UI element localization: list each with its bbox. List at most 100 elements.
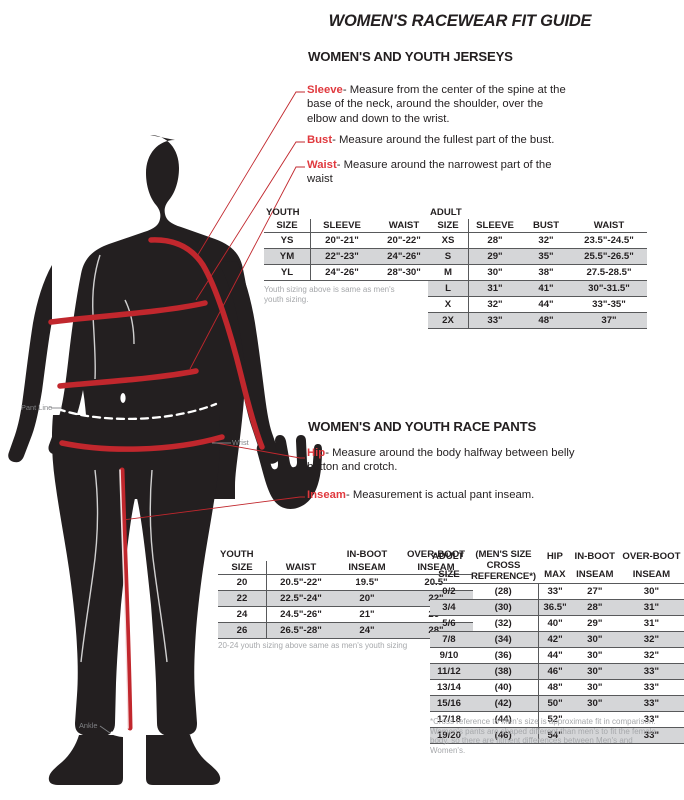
callout-hip: Hip- Measure around the body halfway bet… <box>307 446 575 475</box>
table-row: 2X 33" 48" 37" <box>428 312 647 329</box>
cell-hip: 52" <box>547 714 563 725</box>
table-row: L 31" 41" 30"-31.5" <box>428 280 647 297</box>
pants-section-heading: WOMEN'S AND YOUTH RACE PANTS <box>308 419 537 434</box>
adult-pants-note: *Cross reference to Men's size is approx… <box>430 717 656 755</box>
hip-measure-line <box>59 434 225 452</box>
pant-line-dashed <box>56 402 218 421</box>
cell-overboot: 33" <box>643 730 660 741</box>
cell-sleeve: 30" <box>487 267 503 278</box>
cell-waist: 22.5"-24" <box>280 593 322 604</box>
cell-inboot: 30" <box>587 634 603 645</box>
cell-inboot: 28" <box>587 602 603 613</box>
callout-inseam-label: Inseam <box>307 489 346 501</box>
cell-overboot: 20.5" <box>424 577 448 588</box>
cell-overboot: 33" <box>643 698 660 709</box>
callout-bust: Bust- Measure around the fullest part of… <box>307 133 577 147</box>
cell-size: 24 <box>218 606 267 623</box>
youth-jersey-size-table: YOUTH SIZE SLEEVE WAIST YS 20"-21" 20"-2… <box>264 206 435 281</box>
table-row: 11/12 (38) 46" 30" 33" <box>430 663 684 680</box>
callout-bust-dash: - <box>332 134 336 146</box>
cell-size: 0/2 <box>442 586 456 597</box>
cell-waist: 28"-30" <box>387 267 421 278</box>
table-row: X 32" 44" 33"-35" <box>428 296 647 313</box>
cell-sleeve: 20"-21" <box>325 235 359 246</box>
col-overboot-line2: INSEAM <box>417 562 455 573</box>
cell-size: M <box>428 264 469 281</box>
table-row: 26 26.5"-28" 24" 28" <box>218 622 473 639</box>
cell-size: L <box>428 280 469 297</box>
adult-jersey-group-label: ADULT <box>430 207 462 218</box>
col-size: SIZE <box>218 561 267 575</box>
callout-waist: Waist- Measure around the narrowest part… <box>307 158 557 187</box>
cell-waist: 26.5"-28" <box>280 625 322 636</box>
adult-jersey-size-table: ADULT SIZE SLEEVE BUST WAIST XS 28" 32" … <box>428 206 647 329</box>
xref-line-3: REFERENCE*) <box>470 571 536 582</box>
cell-hip: 50" <box>547 698 563 709</box>
figure-label-leaders <box>51 407 231 734</box>
leader-waist <box>189 166 305 370</box>
cell-inboot: 30" <box>587 650 603 661</box>
measurement-bands <box>48 237 265 452</box>
callout-inseam: Inseam- Measurement is actual pant insea… <box>307 488 577 502</box>
col-waist: WAIST <box>593 220 625 231</box>
cell-hip: 40" <box>547 618 563 629</box>
cell-size: YL <box>264 264 311 281</box>
table-row: 9/10 (36) 44" 30" 32" <box>430 647 684 664</box>
cell-waist: 24"-26" <box>387 251 421 262</box>
cell-waist: 20.5"-22" <box>280 577 322 588</box>
table-row: 7/8 (34) 42" 30" 32" <box>430 631 684 648</box>
cell-overboot: 31" <box>643 602 660 613</box>
youth-pants-note: 20-24 youth sizing above same as men's y… <box>218 641 408 650</box>
cell-bust: 32" <box>538 235 554 246</box>
cell-size: X <box>428 296 469 313</box>
col-overboot-line1: OVER-BOOT <box>406 549 466 560</box>
table-row: 17/18 (44) 52" 33" <box>430 711 684 728</box>
cell-size: 22 <box>218 590 267 607</box>
cell-inboot: 30" <box>587 698 603 709</box>
table-row: 5/6 (32) 40" 29" 31" <box>430 615 684 632</box>
body-contour-lines <box>80 254 168 663</box>
col-sleeve: SLEEVE <box>323 220 361 231</box>
table-row: 20 20.5"-22" 19.5" 20.5" <box>218 574 473 591</box>
cell-inboot: 24" <box>359 625 375 636</box>
table-row: M 30" 38" 27.5-28.5" <box>428 264 647 281</box>
cell-sleeve: 28" <box>487 235 503 246</box>
table-group-row: ADULT <box>428 206 647 219</box>
callout-bust-text: Measure around the fullest part of the b… <box>335 134 555 146</box>
table-header-row-top: ADULT (MEN'S SIZE CROSS REFERENCE*) HIP … <box>430 548 684 582</box>
col-inboot-line2: INSEAM <box>348 562 386 573</box>
cell-overboot: 28" <box>428 625 444 636</box>
callout-sleeve-label: Sleeve <box>307 84 343 96</box>
inseam-measure-line <box>119 467 133 731</box>
xref-line-1: (MEN'S SIZE <box>475 549 532 560</box>
mens-cross-reference-label: (MEN'S SIZE CROSS REFERENCE*) <box>468 548 539 584</box>
cell-hip: 48" <box>547 682 563 693</box>
cell-bust: 44" <box>538 299 554 310</box>
table-row: 22 22.5"-24" 20" 22" <box>218 590 473 607</box>
table-row: 24 24.5"-26" 21" 26" <box>218 606 473 623</box>
cell-mens-xref: (30) <box>467 599 540 616</box>
cell-overboot: 32" <box>643 634 660 645</box>
col-size: SIZE <box>264 219 311 233</box>
cell-size: 3/4 <box>442 602 456 613</box>
cell-inboot: 29" <box>587 618 603 629</box>
col-inboot-line2: INSEAM <box>576 568 614 580</box>
bust-measure-line <box>48 300 208 325</box>
table-header-row: SIZE MAX INSEAM INSEAM <box>430 565 684 583</box>
callout-waist-label: Waist <box>307 159 337 171</box>
cell-waist: 27.5-28.5" <box>586 267 632 278</box>
cell-overboot: 33" <box>643 666 660 677</box>
cell-mens-xref: (42) <box>467 695 540 712</box>
col-waist: WAIST <box>388 220 420 231</box>
cell-size: 5/6 <box>442 618 456 629</box>
page-title: WOMEN'S RACEWEAR FIT GUIDE <box>328 12 592 30</box>
col-overboot-line1: OVER-BOOT <box>622 551 681 563</box>
col-inboot-line1: IN-BOOT <box>574 551 616 563</box>
table-header-row-top: YOUTH IN-BOOT OVER-BOOT <box>218 548 473 561</box>
table-row: 19/20 (46) 54" 33" <box>430 727 684 744</box>
cell-size: 11/12 <box>437 666 461 677</box>
cell-bust: 41" <box>538 283 554 294</box>
callout-hip-text: Measure around the body halfway between … <box>307 447 575 474</box>
col-sleeve: SLEEVE <box>476 220 514 231</box>
cell-size: 20 <box>218 574 267 591</box>
